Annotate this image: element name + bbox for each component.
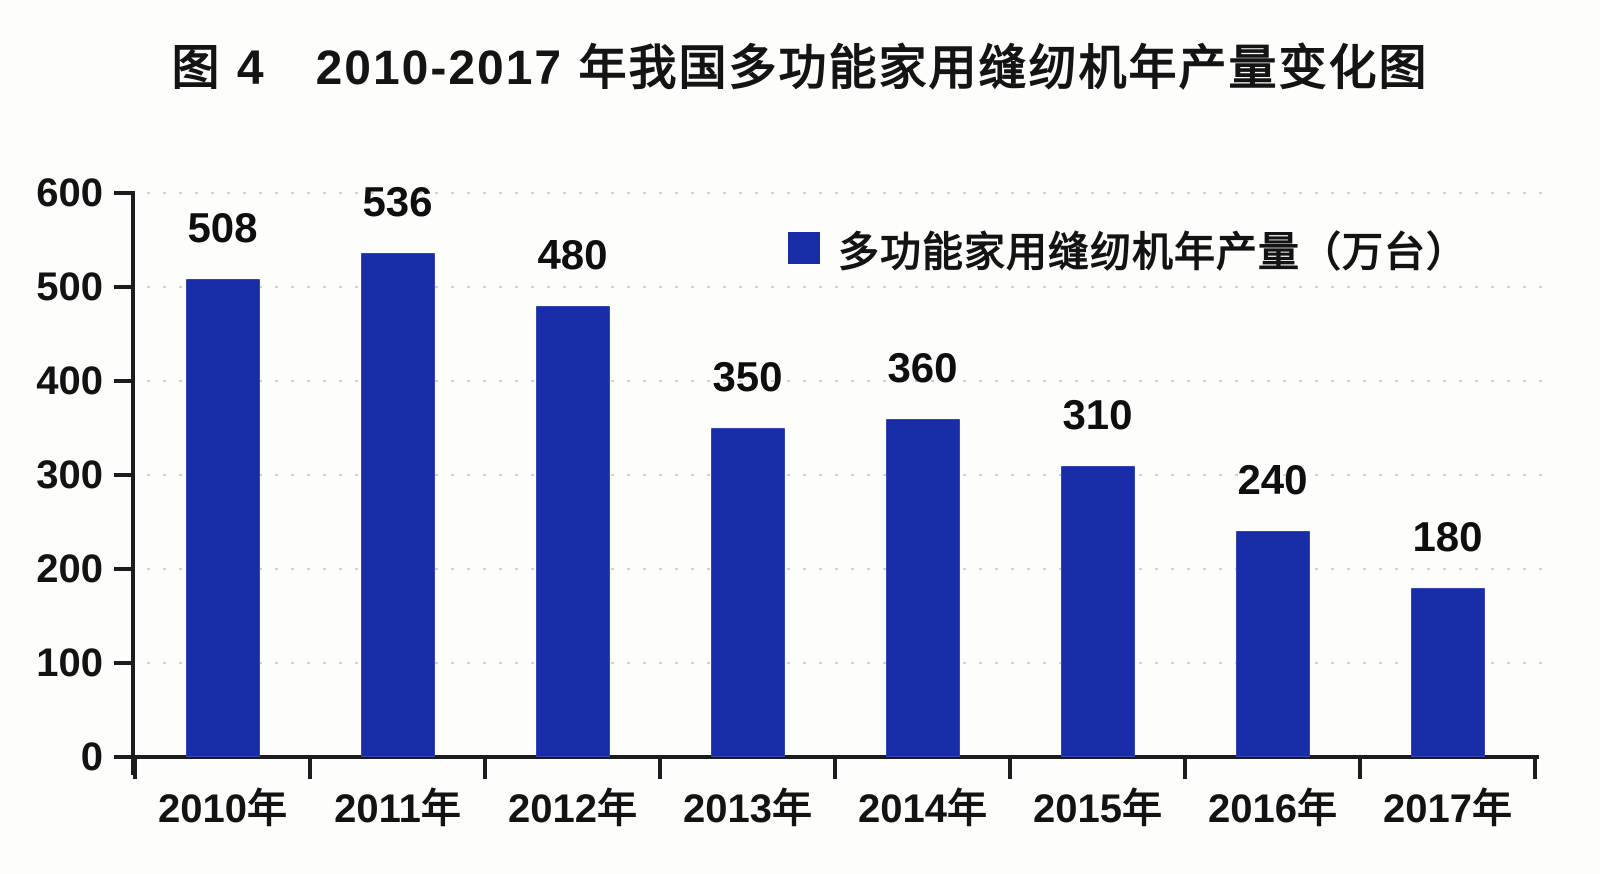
gridline-200 (131, 568, 1551, 570)
x-axis-label-2013年: 2013年 (683, 787, 812, 831)
gridline-100 (131, 662, 1551, 664)
x-axis-label-2010年: 2010年 (158, 787, 287, 831)
bar-value-label-2013年: 350 (712, 353, 783, 400)
legend: 多功能家用缝纫机年产量（万台） (788, 218, 1468, 278)
x-tick-8 (1533, 757, 1537, 779)
x-axis-line (117, 755, 1539, 759)
gridline-300 (131, 474, 1551, 476)
legend-label: 多功能家用缝纫机年产量（万台） (838, 229, 1468, 275)
y-axis-label-0: 0 (80, 735, 103, 779)
x-tick-7 (1358, 757, 1362, 779)
x-axis-label-2017年: 2017年 (1383, 787, 1512, 831)
y-axis-label-100: 100 (36, 641, 103, 685)
x-tick-0 (133, 757, 137, 779)
bar-2014年 (885, 418, 960, 757)
bar-value-label-2011年: 536 (362, 178, 433, 226)
x-tick-1 (308, 757, 312, 779)
legend-marker-icon (788, 232, 820, 264)
gridline-500 (131, 286, 1551, 288)
gridline-400 (131, 380, 1551, 382)
x-axis-label-2015年: 2015年 (1033, 787, 1162, 831)
y-tick-300 (114, 473, 131, 477)
y-axis-label-500: 500 (36, 265, 103, 309)
y-tick-500 (114, 285, 131, 289)
bar-2017年 (1410, 587, 1485, 757)
bar-value-label-2017年: 180 (1412, 512, 1483, 560)
x-axis-label-2016年: 2016年 (1208, 787, 1337, 831)
x-tick-5 (1008, 757, 1012, 779)
bar-2013年 (710, 428, 785, 757)
bar-2011年 (360, 253, 435, 757)
bar-2012年 (535, 305, 610, 757)
bar-value-label-2015年: 310 (1062, 390, 1133, 438)
chart-title: 图 4 2010-2017 年我国多功能家用缝纫机年产量变化图 (171, 42, 1429, 95)
bar-value-label-2012年: 480 (537, 230, 608, 278)
y-axis-label-600: 600 (36, 171, 103, 215)
bar-2015年 (1060, 465, 1135, 757)
bar-2016年 (1235, 531, 1310, 757)
y-tick-600 (114, 191, 131, 195)
gridline-600 (131, 192, 1551, 194)
bar-value-label-2016年: 240 (1237, 456, 1308, 504)
x-tick-2 (483, 757, 487, 779)
x-axis-label-2011年: 2011年 (334, 787, 461, 831)
y-axis-line (131, 191, 135, 775)
y-tick-100 (114, 661, 131, 665)
y-axis-label-200: 200 (36, 547, 103, 591)
bar-value-label-2010年: 508 (187, 204, 258, 252)
y-tick-200 (114, 567, 131, 571)
x-axis-label-2014年: 2014年 (858, 787, 987, 831)
x-tick-6 (1183, 757, 1187, 779)
x-axis-label-2012年: 2012年 (508, 787, 637, 831)
y-axis-label-300: 300 (36, 453, 103, 497)
bar-2010年 (185, 279, 260, 757)
y-axis-label-400: 400 (36, 359, 103, 403)
y-tick-400 (114, 379, 131, 383)
x-tick-4 (833, 757, 837, 779)
x-tick-3 (658, 757, 662, 779)
bar-value-label-2014年: 360 (887, 343, 958, 391)
